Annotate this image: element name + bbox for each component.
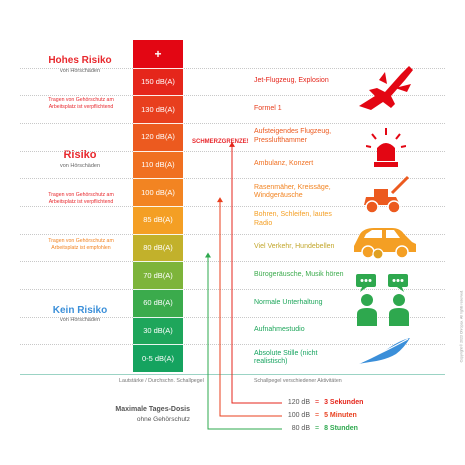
scale-level: 150 dB(A)	[133, 67, 183, 96]
scale-level: 100 dB(A)	[133, 178, 183, 206]
activities-caption: Schallpegel verschiedener Aktivitäten	[254, 378, 342, 384]
high-risk-subtitle: von Hörschäden	[59, 68, 101, 74]
decibel-scale: +150 dB(A) 130 dB(A) 120 dB(A) 110 dB(A) 100…	[133, 40, 183, 372]
copyright-notice: Copyright © 2023 Ohropax. All rights res…	[459, 290, 463, 363]
dose-title: Maximale Tages-Dosis	[115, 406, 190, 413]
row-divider	[20, 67, 445, 69]
dose-connector	[231, 142, 282, 404]
low-risk-subtitle: von Hörschäden	[59, 317, 101, 323]
lawnmower-icon	[364, 175, 410, 214]
scale-level: 80 dB(A)	[133, 233, 183, 262]
scale-caption: Lautstärke / Durchschn. Schallpegel	[119, 378, 204, 384]
dose-row: 100 dB = 5 Minuten	[284, 412, 364, 419]
noise-source-label: Normale Unterhaltung	[254, 298, 323, 306]
siren-icon	[366, 128, 406, 167]
high-risk-title: Hohes Risiko	[48, 55, 112, 66]
dose-duration: 5 Minuten	[324, 412, 357, 419]
noise-source-label: Viel Verkehr, Hundebellen	[254, 243, 335, 251]
dose-equals: =	[315, 399, 320, 406]
noise-source-label: Absolute Stille (nicht realistisch)	[254, 349, 318, 366]
noise-source-label: Rasenmäher, Kreissäge, Windgeräusche	[254, 183, 331, 200]
noise-source-label: Aufnahmestudio	[254, 326, 305, 334]
dose-equals: =	[315, 425, 320, 432]
scale-level: 70 dB(A)	[133, 261, 183, 289]
mid-risk-subtitle: von Hörschäden	[59, 163, 101, 169]
pain-threshold-label: SCHMERZGRENZE!	[192, 139, 249, 145]
fighter-jet-icon	[359, 66, 413, 110]
dose-level: 120 dB	[287, 399, 310, 406]
dose-row: 120 dB = 3 Sekunden	[284, 399, 364, 406]
noise-source-label: Ambulanz, Konzert	[254, 160, 314, 168]
scale-level: +	[133, 40, 183, 68]
scale-level: 110 dB(A)	[133, 150, 183, 179]
dose-row: 80 dB = 8 Stunden	[284, 425, 364, 432]
feather-icon	[357, 338, 410, 365]
row-divider	[20, 95, 445, 97]
mandatory-note-top: Tragen von Gehörschutz am Arbeitsplatz i…	[48, 97, 114, 110]
traffic-icon	[354, 228, 416, 260]
dose-arrowhead	[205, 252, 211, 258]
scale-level: 85 dB(A)	[133, 206, 183, 234]
dose-level: 100 dB	[287, 412, 310, 419]
dose-duration: 3 Sekunden	[324, 399, 364, 406]
noise-source-label: Jet-Flugzeug, Explosion	[254, 77, 329, 85]
scale-level: 120 dB(A)	[133, 123, 183, 151]
scale-level: 30 dB(A)	[133, 316, 183, 345]
row-divider	[20, 123, 445, 124]
scale-level: 130 dB(A)	[133, 95, 183, 123]
conversation-icon	[356, 274, 409, 326]
scale-level: 60 dB(A)	[133, 289, 183, 317]
low-risk-title: Kein Risiko	[52, 305, 108, 316]
mandatory-note-mid: Tragen von Gehörschutz am Arbeitsplatz i…	[48, 192, 114, 205]
dose-connector	[207, 253, 282, 430]
mid-risk-title: Risiko	[63, 149, 97, 161]
dose-connector	[219, 198, 282, 417]
scale-level: 0-5 dB(A)	[133, 344, 183, 372]
noise-source-label: Formel 1	[254, 104, 282, 112]
noise-source-label: Bohren, Schleifen, lautes Radio	[254, 211, 332, 227]
dose-level: 80 dB	[291, 425, 310, 432]
dose-duration: 8 Stunden	[324, 425, 358, 432]
recommended-note: Tragen von Gehörschutz am Arbeitsplatz i…	[48, 238, 114, 251]
dose-arrowhead	[217, 197, 223, 203]
dose-arrowhead	[229, 141, 235, 147]
noise-source-label: Bürogeräusche, Musik hören	[254, 270, 344, 278]
dose-subtitle: ohne Gehörschutz	[136, 416, 190, 423]
dose-equals: =	[315, 412, 320, 419]
noise-source-label: Aufsteigendes Flugzeug, Presslufthammer	[254, 128, 332, 144]
